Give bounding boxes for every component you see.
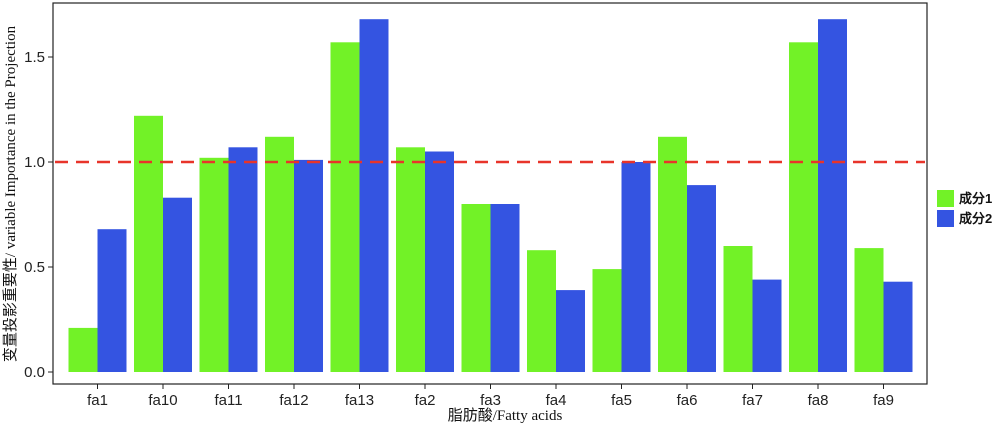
bar-fa2-series-2 (425, 151, 454, 372)
y-tick-label: 1.0 (24, 154, 45, 171)
bar-fa1-series-2 (97, 229, 127, 372)
legend-swatch (937, 210, 954, 227)
bar-fa8-series-2 (818, 19, 847, 372)
bars (68, 19, 913, 373)
x-tick-label: fa7 (742, 392, 763, 409)
y-tick-label: 0.0 (24, 364, 45, 381)
x-tick-label: fa1 (87, 392, 108, 409)
x-axis-title: 脂肪酸/Fatty acids (448, 407, 563, 424)
bar-fa12-series-1 (265, 136, 294, 372)
y-tick-label: 0.5 (24, 259, 45, 276)
x-tick-label: fa4 (546, 392, 567, 409)
bar-fa12-series-2 (294, 159, 323, 372)
y-axis: 0.0 0.5 1.0 1.5 (24, 49, 53, 381)
bar-fa9-series-1 (854, 248, 884, 372)
x-tick-label: fa8 (808, 392, 829, 409)
x-tick-label: fa10 (148, 392, 177, 409)
bar-fa8-series-1 (789, 42, 818, 373)
y-axis-title: 变量投影重要性/ variable Importance in the Proj… (2, 25, 19, 362)
x-tick-label: fa2 (415, 392, 436, 409)
x-tick-label: fa12 (279, 392, 308, 409)
x-tick-label: fa3 (480, 392, 501, 409)
x-tick-label: fa5 (611, 392, 632, 409)
legend-swatch (937, 190, 954, 207)
bar-fa3-series-1 (461, 204, 491, 372)
y-tick-label: 1.5 (24, 49, 45, 66)
x-tick-label: fa11 (214, 392, 242, 409)
bar-fa5-series-2 (621, 162, 651, 372)
bar-fa2-series-1 (396, 147, 425, 372)
x-axis: fa1 fa10 fa11 fa12 fa13 fa2 fa3 fa4 fa5 fa6 fa7 fa8… (87, 384, 894, 409)
x-tick-label: fa9 (873, 392, 894, 409)
bar-fa5-series-1 (592, 269, 622, 372)
bar-fa1-series-1 (68, 327, 98, 372)
bar-fa10-series-1 (134, 115, 163, 373)
bar-fa6-series-1 (658, 136, 687, 372)
bar-fa4-series-2 (556, 290, 585, 372)
bar-fa4-series-1 (527, 250, 556, 372)
bar-fa13-series-1 (330, 42, 360, 373)
legend-label: 成分1 (959, 191, 992, 206)
x-tick-label: fa13 (345, 392, 374, 409)
bar-fa9-series-2 (883, 281, 913, 372)
bar-fa7-series-2 (752, 279, 782, 372)
legend-label: 成分2 (959, 211, 992, 226)
bar-fa13-series-2 (359, 19, 389, 372)
bar-fa6-series-2 (687, 185, 716, 372)
bar-fa3-series-2 (490, 204, 520, 372)
x-tick-label: fa6 (677, 392, 698, 409)
bar-fa11-series-1 (199, 157, 229, 372)
bar-fa7-series-1 (723, 246, 753, 372)
bar-fa10-series-2 (163, 197, 192, 372)
bar-fa11-series-2 (228, 147, 258, 372)
